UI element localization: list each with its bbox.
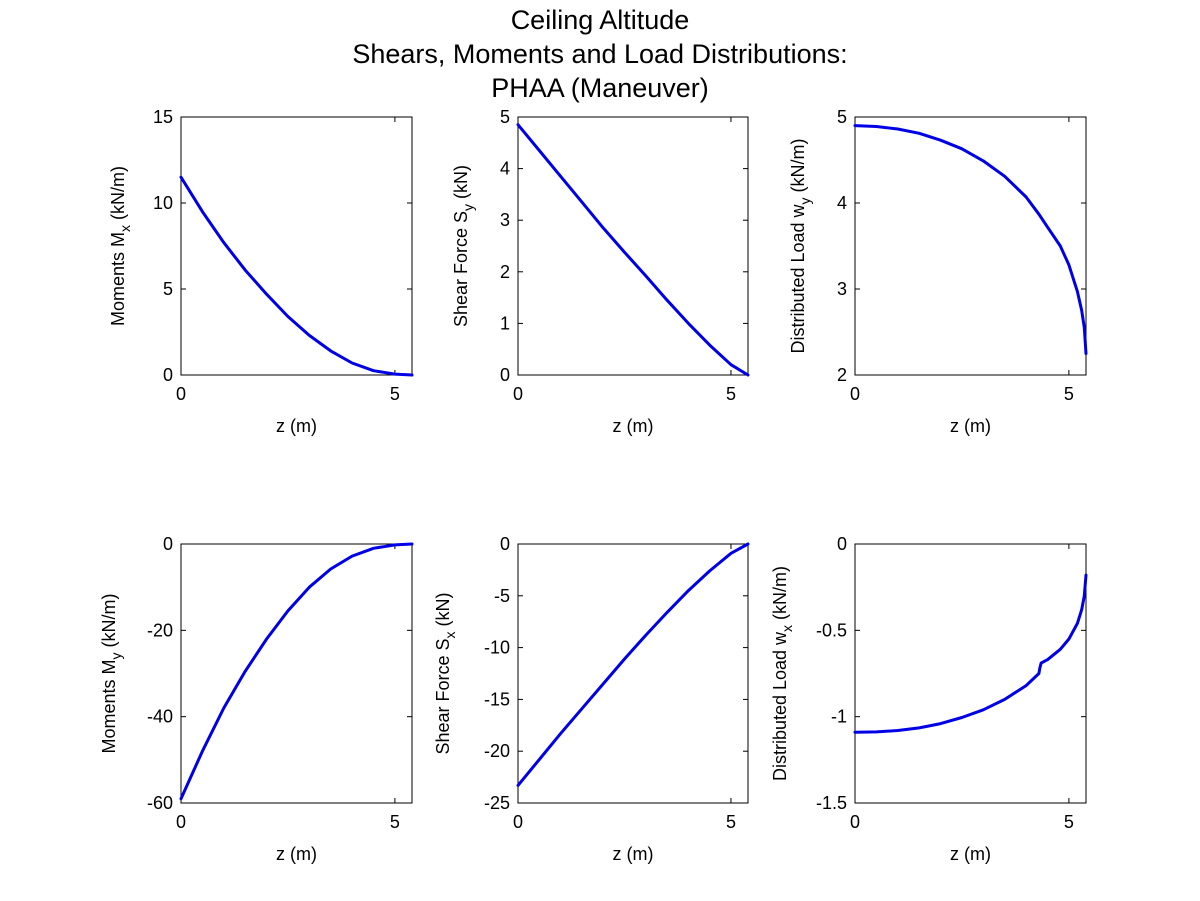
axes-frame [854,543,1087,804]
y-axis-label-subscript: x [442,631,458,638]
x-tick-label: 5 [1064,384,1074,404]
x-tick-label: 5 [390,812,400,832]
y-tick-label: 0 [163,534,173,554]
y-axis-label-unit: (kN) [451,165,471,204]
y-axis-label-main: Shear Force S [451,211,471,327]
title-line-2: Shears, Moments and Load Distributions: [352,39,848,69]
y-tick-label: 5 [837,107,847,127]
axes-frame [854,116,1087,376]
y-axis-label-unit: (kN/m) [108,166,128,225]
x-tick-label: 5 [390,384,400,404]
x-tick-label: 5 [726,812,736,832]
series-line [516,542,750,787]
y-tick-label: -10 [484,638,510,658]
axes-frame [517,543,749,804]
y-tick-label: 5 [163,279,173,299]
y-axis-label: Distributed Load wx (kN/m) [770,566,795,781]
y-tick-label: 4 [500,159,510,179]
title-line-1: Ceiling Altitude [510,5,690,35]
y-tick-label: -40 [147,707,173,727]
y-tick-label: -20 [484,741,510,761]
subplot-6: 0 5 -1.5 -1 -0.5 0 z (m) Distributed Load wx (k… [770,534,1088,864]
y-axis-label-subscript: y [797,197,813,204]
x-tick-label: 0 [850,384,860,404]
y-axis-label-unit: (kN) [433,592,453,631]
y-tick-label: 0 [837,534,847,554]
y-axis-label-unit: (kN/m) [99,593,119,652]
title-line-3: PHAA (Maneuver) [491,73,709,103]
y-axis-label: Moments Mx (kN/m) [108,166,133,326]
y-tick-label: -0.5 [816,620,847,640]
y-axis-label-unit: (kN/m) [788,138,808,197]
subplot-1: 0 5 0 5 10 15 z (m) Moments Mx (kN/m) [108,107,414,436]
axes-frame [180,116,413,376]
y-tick-label: 1 [500,313,510,333]
y-tick-label: -20 [147,620,173,640]
x-axis-label: z (m) [276,416,317,436]
y-axis-label-main: Shear Force S [433,638,453,754]
x-tick-label: 0 [513,812,523,832]
subplot-4: 0 5 -60 -40 -20 0 z (m) Moments My (kN/m) [99,534,414,864]
y-axis-label-unit: (kN/m) [770,566,790,625]
y-axis-label: Moments My (kN/m) [99,593,124,753]
axes-frame [517,116,749,376]
y-axis-label: Shear Force Sx (kN) [433,592,458,754]
series-line [853,124,1088,355]
y-tick-label: 0 [500,365,510,385]
series-line [853,573,1088,734]
y-axis-label-main: Distributed Load w [788,203,808,353]
y-axis-label-main: Moments M [99,659,119,753]
y-tick-label: -25 [484,793,510,813]
x-axis-label: z (m) [613,416,654,436]
figure-title: Ceiling Altitude Shears, Moments and Loa… [0,3,1200,105]
y-axis-label-subscript: x [779,625,795,632]
y-tick-label: 15 [153,107,173,127]
y-tick-label: 3 [500,210,510,230]
series-line [516,123,750,377]
y-tick-label: 5 [500,107,510,127]
x-axis-label: z (m) [950,416,991,436]
x-axis-label: z (m) [276,844,317,864]
y-tick-label: -1.5 [816,793,847,813]
y-axis-label-main: Distributed Load w [770,631,790,781]
subplot-3: 0 5 2 3 4 5 z (m) Distributed Load wy (kN/m) [788,107,1088,436]
y-axis-label-main: Moments M [108,232,128,326]
subplot-2: 0 5 0 1 2 3 4 5 z (m) Shear Force Sy (kN) [451,107,750,436]
y-tick-label: 2 [837,365,847,385]
y-tick-label: 2 [500,262,510,282]
y-tick-label: 0 [163,365,173,385]
series-line [179,175,414,377]
y-tick-label: 4 [837,193,847,213]
y-axis-label: Distributed Load wy (kN/m) [788,138,813,353]
y-tick-label: 0 [500,534,510,554]
y-tick-label: 10 [153,193,173,213]
axes-frame [180,543,413,804]
series-line [179,542,414,801]
y-axis-label-subscript: x [117,225,133,232]
y-axis-label-subscript: y [460,204,476,211]
x-tick-label: 5 [1064,812,1074,832]
x-axis-label: z (m) [950,844,991,864]
x-axis-label: z (m) [613,844,654,864]
subplot-5: 0 5 -25 -20 -15 -10 -5 0 z (m) Shear Force Sx (kN… [433,534,750,864]
y-tick-label: 3 [837,279,847,299]
y-tick-label: -5 [494,586,510,606]
x-tick-label: 0 [176,812,186,832]
y-axis-label-subscript: y [108,652,124,659]
x-tick-label: 0 [513,384,523,404]
x-tick-label: 0 [850,812,860,832]
y-tick-label: -15 [484,689,510,709]
x-tick-label: 0 [176,384,186,404]
x-tick-label: 5 [726,384,736,404]
y-tick-label: -1 [831,707,847,727]
y-tick-label: -60 [147,793,173,813]
y-axis-label: Shear Force Sy (kN) [451,165,476,327]
